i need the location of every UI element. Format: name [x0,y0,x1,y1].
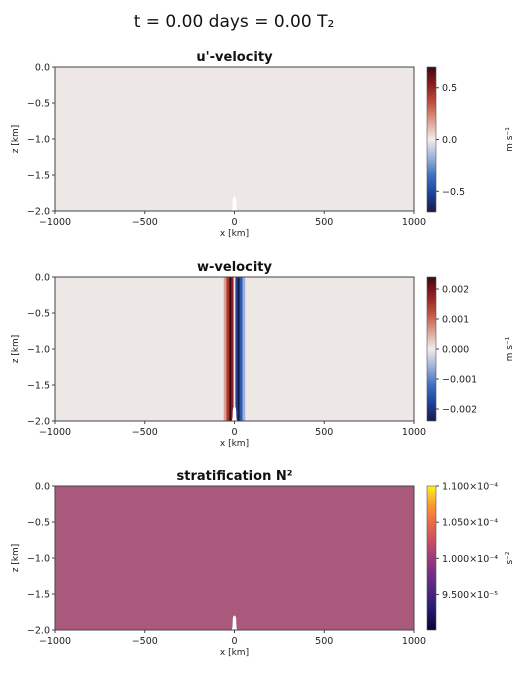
y-tick-label: −1.0 [27,345,50,356]
y-axis-label: z [km] [11,125,21,154]
heatmap-band [242,277,246,421]
x-axis-label: x [km] [220,648,249,658]
colorbar [426,485,437,631]
x-tick-label: −500 [132,427,158,438]
colorbar-tick-label: −0.002 [442,405,477,416]
y-tick-label: −1.0 [27,135,50,146]
x-tick-label: 500 [315,636,333,647]
x-tick-label: 0 [231,217,237,228]
x-tick-label: −500 [132,217,158,228]
topography-bump [231,196,238,211]
colorbar-tick-label: 9.500×10⁻⁵ [442,590,498,601]
x-tick-label: 0 [231,427,237,438]
topography-bump [231,615,238,630]
colorbar-tick-label: 0.002 [442,285,469,296]
y-tick-label: −0.5 [27,309,50,320]
heatmap-field [55,486,414,630]
x-axis-label: x [km] [220,229,249,239]
x-tick-label: 1000 [402,217,426,228]
colorbar-tick-label: 1.000×10⁻⁴ [442,554,498,565]
x-tick-label: 500 [315,217,333,228]
colorbar-tick-label: 0.0 [442,135,457,146]
heatmap-band [229,277,232,421]
y-tick-label: 0.0 [35,63,50,74]
colorbar-tick-label: −0.5 [442,187,465,198]
panel-2: w-velocity −1000 −500 0 500 1000 x [km] 0.0 −0.5… [11,260,515,449]
heatmap-band [237,277,240,421]
panels: u'-velocity −1000 −500 0 500 1000 x [km] 0.0 −0.… [11,50,515,658]
y-axis-label: z [km] [11,544,21,573]
x-axis-label: x [km] [220,439,249,449]
colorbar [426,66,437,213]
y-tick-label: −2.0 [27,417,50,428]
panel-title: u'-velocity [196,50,273,65]
colorbar [426,276,437,422]
panel-title: stratification N² [177,469,293,484]
colorbar-label: m s⁻¹ [505,336,515,361]
heatmap-band [226,277,230,421]
x-tick-label: −1000 [39,217,71,228]
colorbar-tick-label: 0.000 [442,345,469,356]
colorbar-label: m s⁻¹ [505,127,515,152]
x-tick-label: −500 [132,636,158,647]
x-tick-label: 1000 [402,636,426,647]
x-tick-label: −1000 [39,636,71,647]
panel-title: w-velocity [197,260,272,275]
y-tick-label: −2.0 [27,626,50,637]
heatmap-band [231,277,234,421]
panel-1: u'-velocity −1000 −500 0 500 1000 x [km] 0.0 −0.… [11,50,515,239]
y-tick-label: 0.0 [35,482,50,493]
colorbar-tick-label: 1.100×10⁻⁴ [442,482,498,493]
x-tick-label: 0 [231,636,237,647]
y-tick-label: 0.0 [35,273,50,284]
colorbar-label: s⁻² [505,551,515,564]
x-tick-label: 500 [315,427,333,438]
heatmap-field [55,67,414,211]
colorbar-tick-label: 1.050×10⁻⁴ [442,518,498,529]
panel-3: stratification N² −1000 −500 0 500 1000 x [km]… [11,469,515,658]
heatmap-band [239,277,243,421]
y-tick-label: −0.5 [27,518,50,529]
y-tick-label: −2.0 [27,207,50,218]
colorbar-tick-label: 0.001 [442,315,469,326]
y-tick-label: −1.5 [27,590,50,601]
x-tick-label: −1000 [39,427,71,438]
y-tick-label: −1.5 [27,381,50,392]
colorbar-tick-label: 0.5 [442,83,457,94]
y-tick-label: −1.0 [27,554,50,565]
x-tick-label: 1000 [402,427,426,438]
heatmap-band [235,277,238,421]
colorbar-tick-label: −0.001 [442,375,477,386]
heatmap-band [233,277,236,421]
figure-title: t = 0.00 days = 0.00 T₂ [134,12,335,32]
y-tick-label: −0.5 [27,99,50,110]
y-axis-label: z [km] [11,335,21,364]
y-tick-label: −1.5 [27,171,50,182]
topography-bump [231,406,238,421]
heatmap-band [223,277,227,421]
